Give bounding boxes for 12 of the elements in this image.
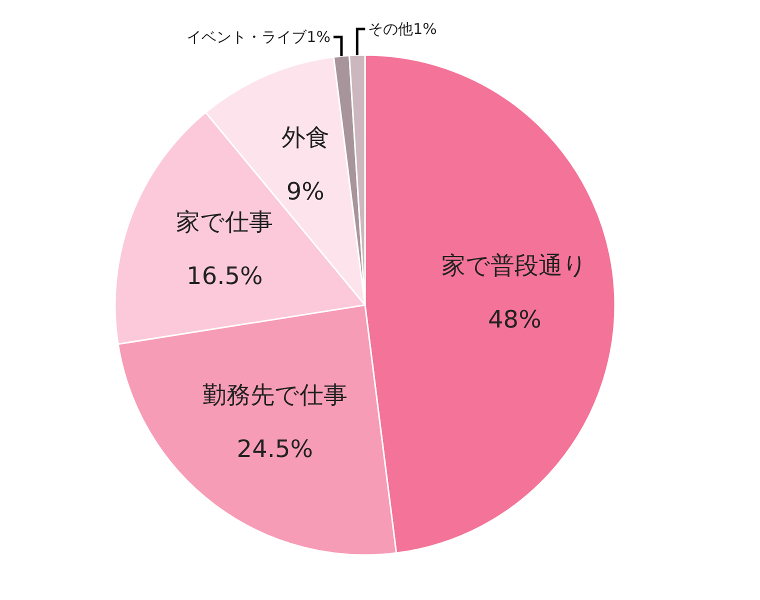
data-label: 16.5% — [186, 262, 263, 290]
data-label: 1% — [306, 28, 330, 46]
data-label: 9% — [286, 177, 324, 206]
slice-label: 勤務先で仕事 — [202, 380, 348, 409]
data-label: 1% — [413, 20, 437, 38]
slice-label: 家で仕事 — [176, 208, 274, 236]
slice-label: 外食 — [281, 123, 330, 152]
slice-label: その他 — [368, 20, 414, 38]
data-label: 24.5% — [236, 434, 314, 463]
slice-label: 家で普段通り — [442, 252, 588, 280]
slice-label: イベント・ライブ — [186, 28, 307, 46]
data-label: 48% — [488, 306, 542, 334]
